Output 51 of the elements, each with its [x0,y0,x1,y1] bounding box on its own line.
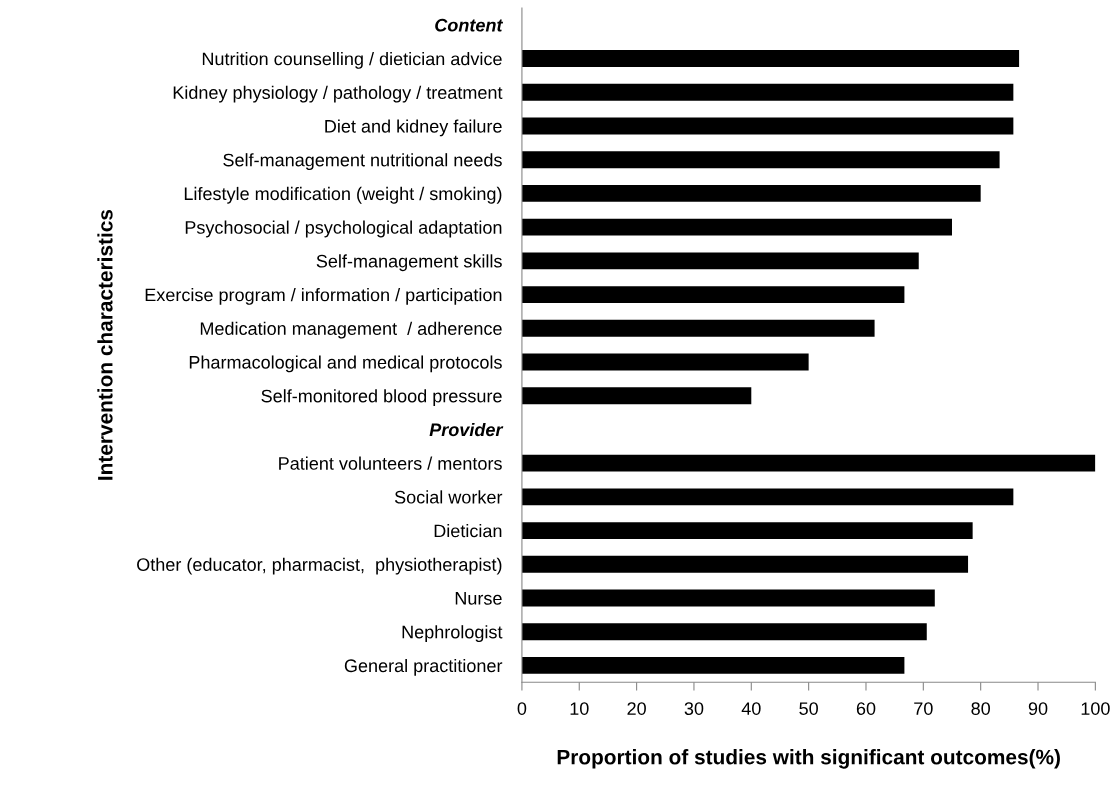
bar [521,387,752,405]
y-tick-label: Nurse [455,592,502,605]
x-tick-label: 30 [684,702,704,715]
x-tick-label: 40 [741,702,761,715]
bar [521,657,905,674]
bar [521,589,935,607]
y-tick-label: Social worker [394,490,503,504]
y-tick-label: Kidney physiology / pathology / treatment [173,85,503,103]
bar [521,555,969,573]
x-tick-label: 70 [914,702,933,715]
y-tick-label: Provider [429,422,504,437]
bar [521,151,1000,169]
x-tick-label: 80 [971,702,991,715]
y-tick-label: Dietician [434,524,502,538]
bar [521,623,927,641]
bar [521,50,1020,67]
x-tick-label: 60 [856,702,876,715]
y-tick-label: Self-monitored blood pressure [261,389,502,406]
bar [521,286,905,303]
y-tick-label: Pharmacological and medical protocols [189,355,502,373]
x-tick-label: 90 [1028,702,1048,715]
y-tick-label: Other (educator, pharmacist, physiotherapist) [137,557,502,575]
bar [521,252,919,270]
bar [521,184,981,202]
y-tick-label: Diet and kidney failure [325,119,502,137]
x-tick-label: 10 [570,702,589,715]
bar [521,83,1014,101]
bar [521,454,1096,472]
bar [521,353,809,371]
x-tick-label: 50 [799,702,818,715]
y-axis-title: Intervention characteristics [97,209,113,480]
bar [521,319,875,337]
x-tick-label: 100 [1081,702,1110,715]
y-tick-label: Psychosocial / psychological adaptation [185,220,502,238]
y-tick-label: General practitioner [344,658,503,676]
bar [521,117,1014,135]
y-tick-label: Nutrition counselling / dietician advice [202,52,502,69]
y-tick-label: Nephrologist [402,625,503,643]
y-tick-label: Exercise program / information / participation [145,288,502,305]
y-tick-label: Patient volunteers / mentors [279,456,502,470]
y-tick-label: Content [435,18,504,32]
x-axis-title: Proportion of studies with significant outcomes(%) [557,749,1060,769]
bar [521,522,973,539]
y-tick-label: Self-management skills [316,254,502,272]
x-tick-label: 0 [517,702,527,715]
y-tick-label: Medication management / adherence [200,321,502,339]
y-tick-label: Lifestyle modification (weight / smoking) [184,186,502,204]
bar [521,218,952,236]
bar [521,488,1014,506]
y-tick-label: Self-management nutritional needs [223,153,502,170]
x-tick-label: 20 [627,702,646,715]
